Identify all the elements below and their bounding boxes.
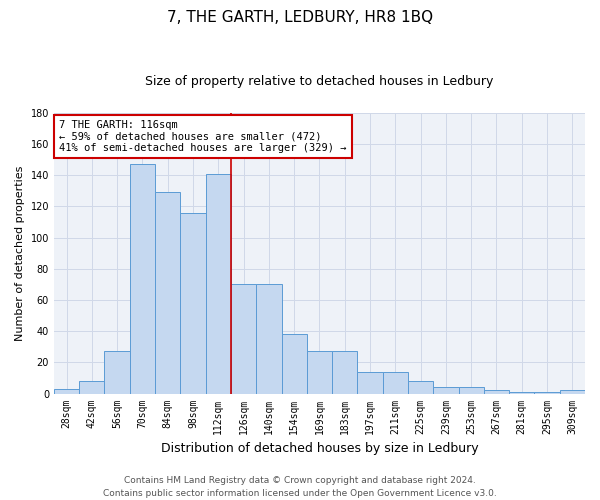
Bar	[433, 388, 458, 394]
Bar	[130, 164, 155, 394]
Bar	[358, 372, 383, 394]
Bar	[104, 352, 130, 394]
Bar	[509, 392, 535, 394]
Text: 7 THE GARTH: 116sqm
← 59% of detached houses are smaller (472)
41% of semi-detac: 7 THE GARTH: 116sqm ← 59% of detached ho…	[59, 120, 347, 153]
Bar	[281, 334, 307, 394]
Text: 7, THE GARTH, LEDBURY, HR8 1BQ: 7, THE GARTH, LEDBURY, HR8 1BQ	[167, 10, 433, 25]
Bar	[535, 392, 560, 394]
Y-axis label: Number of detached properties: Number of detached properties	[15, 166, 25, 341]
Text: Contains HM Land Registry data © Crown copyright and database right 2024.
Contai: Contains HM Land Registry data © Crown c…	[103, 476, 497, 498]
Bar	[54, 389, 79, 394]
Bar	[206, 174, 231, 394]
Bar	[383, 372, 408, 394]
Title: Size of property relative to detached houses in Ledbury: Size of property relative to detached ho…	[145, 75, 494, 88]
Bar	[458, 388, 484, 394]
Bar	[155, 192, 181, 394]
Bar	[560, 390, 585, 394]
X-axis label: Distribution of detached houses by size in Ledbury: Distribution of detached houses by size …	[161, 442, 478, 455]
Bar	[231, 284, 256, 394]
Bar	[307, 352, 332, 394]
Bar	[256, 284, 281, 394]
Bar	[181, 212, 206, 394]
Bar	[332, 352, 358, 394]
Bar	[79, 381, 104, 394]
Bar	[408, 381, 433, 394]
Bar	[484, 390, 509, 394]
